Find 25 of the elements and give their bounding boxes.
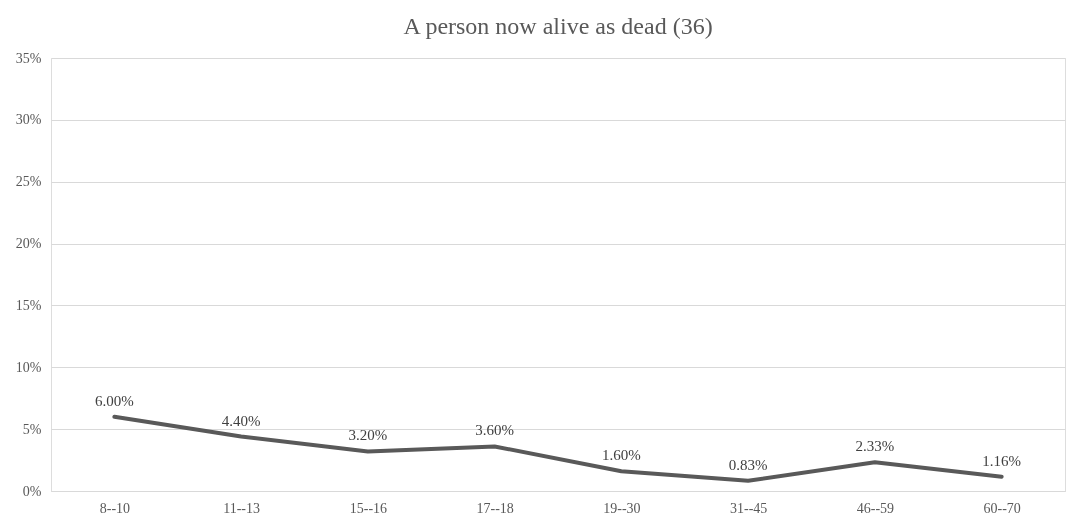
data-label: 3.20% <box>348 427 388 444</box>
y-tick-label: 15% <box>15 297 42 313</box>
x-tick-label: 46--59 <box>856 500 895 516</box>
chart-title: A person now alive as dead (36) <box>403 13 713 39</box>
y-tick-label: 25% <box>15 174 42 190</box>
y-tick-label: 35% <box>15 50 42 66</box>
x-tick-label: 15--16 <box>349 500 388 516</box>
x-tick-label: 17--18 <box>476 500 514 516</box>
data-label: 3.60% <box>475 422 514 439</box>
y-tick-label: 30% <box>15 112 42 128</box>
x-tick-label: 60--70 <box>983 500 1021 516</box>
x-tick-label: 19--30 <box>603 500 641 516</box>
x-tick-label: 8--10 <box>99 500 131 516</box>
data-label: 4.40% <box>221 412 261 429</box>
y-tick-label: 5% <box>22 421 42 437</box>
data-label: 1.60% <box>602 447 641 464</box>
data-label: 1.16% <box>982 452 1021 469</box>
y-tick-label: 20% <box>15 236 42 252</box>
data-label: 0.83% <box>728 456 768 473</box>
y-tick-label: 10% <box>15 359 42 375</box>
y-tick-label: 0% <box>22 483 42 499</box>
x-tick-label: 11--13 <box>223 500 261 516</box>
data-label: 2.33% <box>855 438 895 455</box>
x-tick-label: 31--45 <box>729 500 768 516</box>
data-label: 6.00% <box>95 392 134 409</box>
